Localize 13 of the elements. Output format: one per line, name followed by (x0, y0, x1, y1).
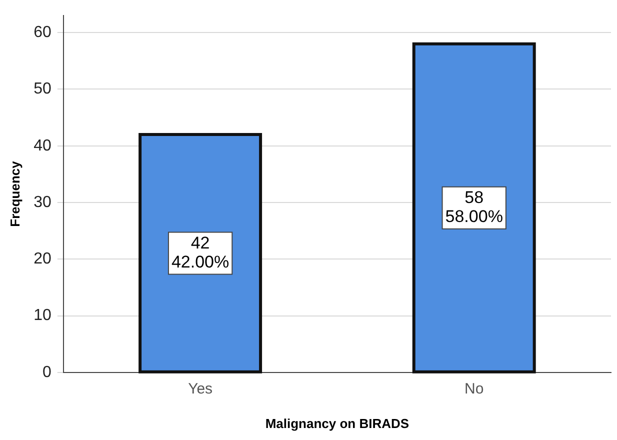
y-tick-label: 40 (34, 137, 52, 154)
y-tick-label: 60 (34, 24, 52, 41)
y-tick-label: 50 (34, 80, 52, 98)
x-tick-label: No (464, 380, 484, 398)
y-tick-label: 0 (42, 364, 52, 381)
x-axis-title: Malignancy on BIRADS (265, 416, 410, 431)
data-label: 58 58.00% (445, 188, 503, 226)
y-tick-label: 10 (34, 307, 52, 324)
y-axis-title: Frequency (7, 160, 22, 227)
y-tick-label: 20 (34, 250, 52, 268)
data-label: 42 42.00% (171, 233, 230, 272)
y-tick-label: 30 (34, 194, 52, 211)
x-tick-label: Yes (188, 380, 213, 398)
